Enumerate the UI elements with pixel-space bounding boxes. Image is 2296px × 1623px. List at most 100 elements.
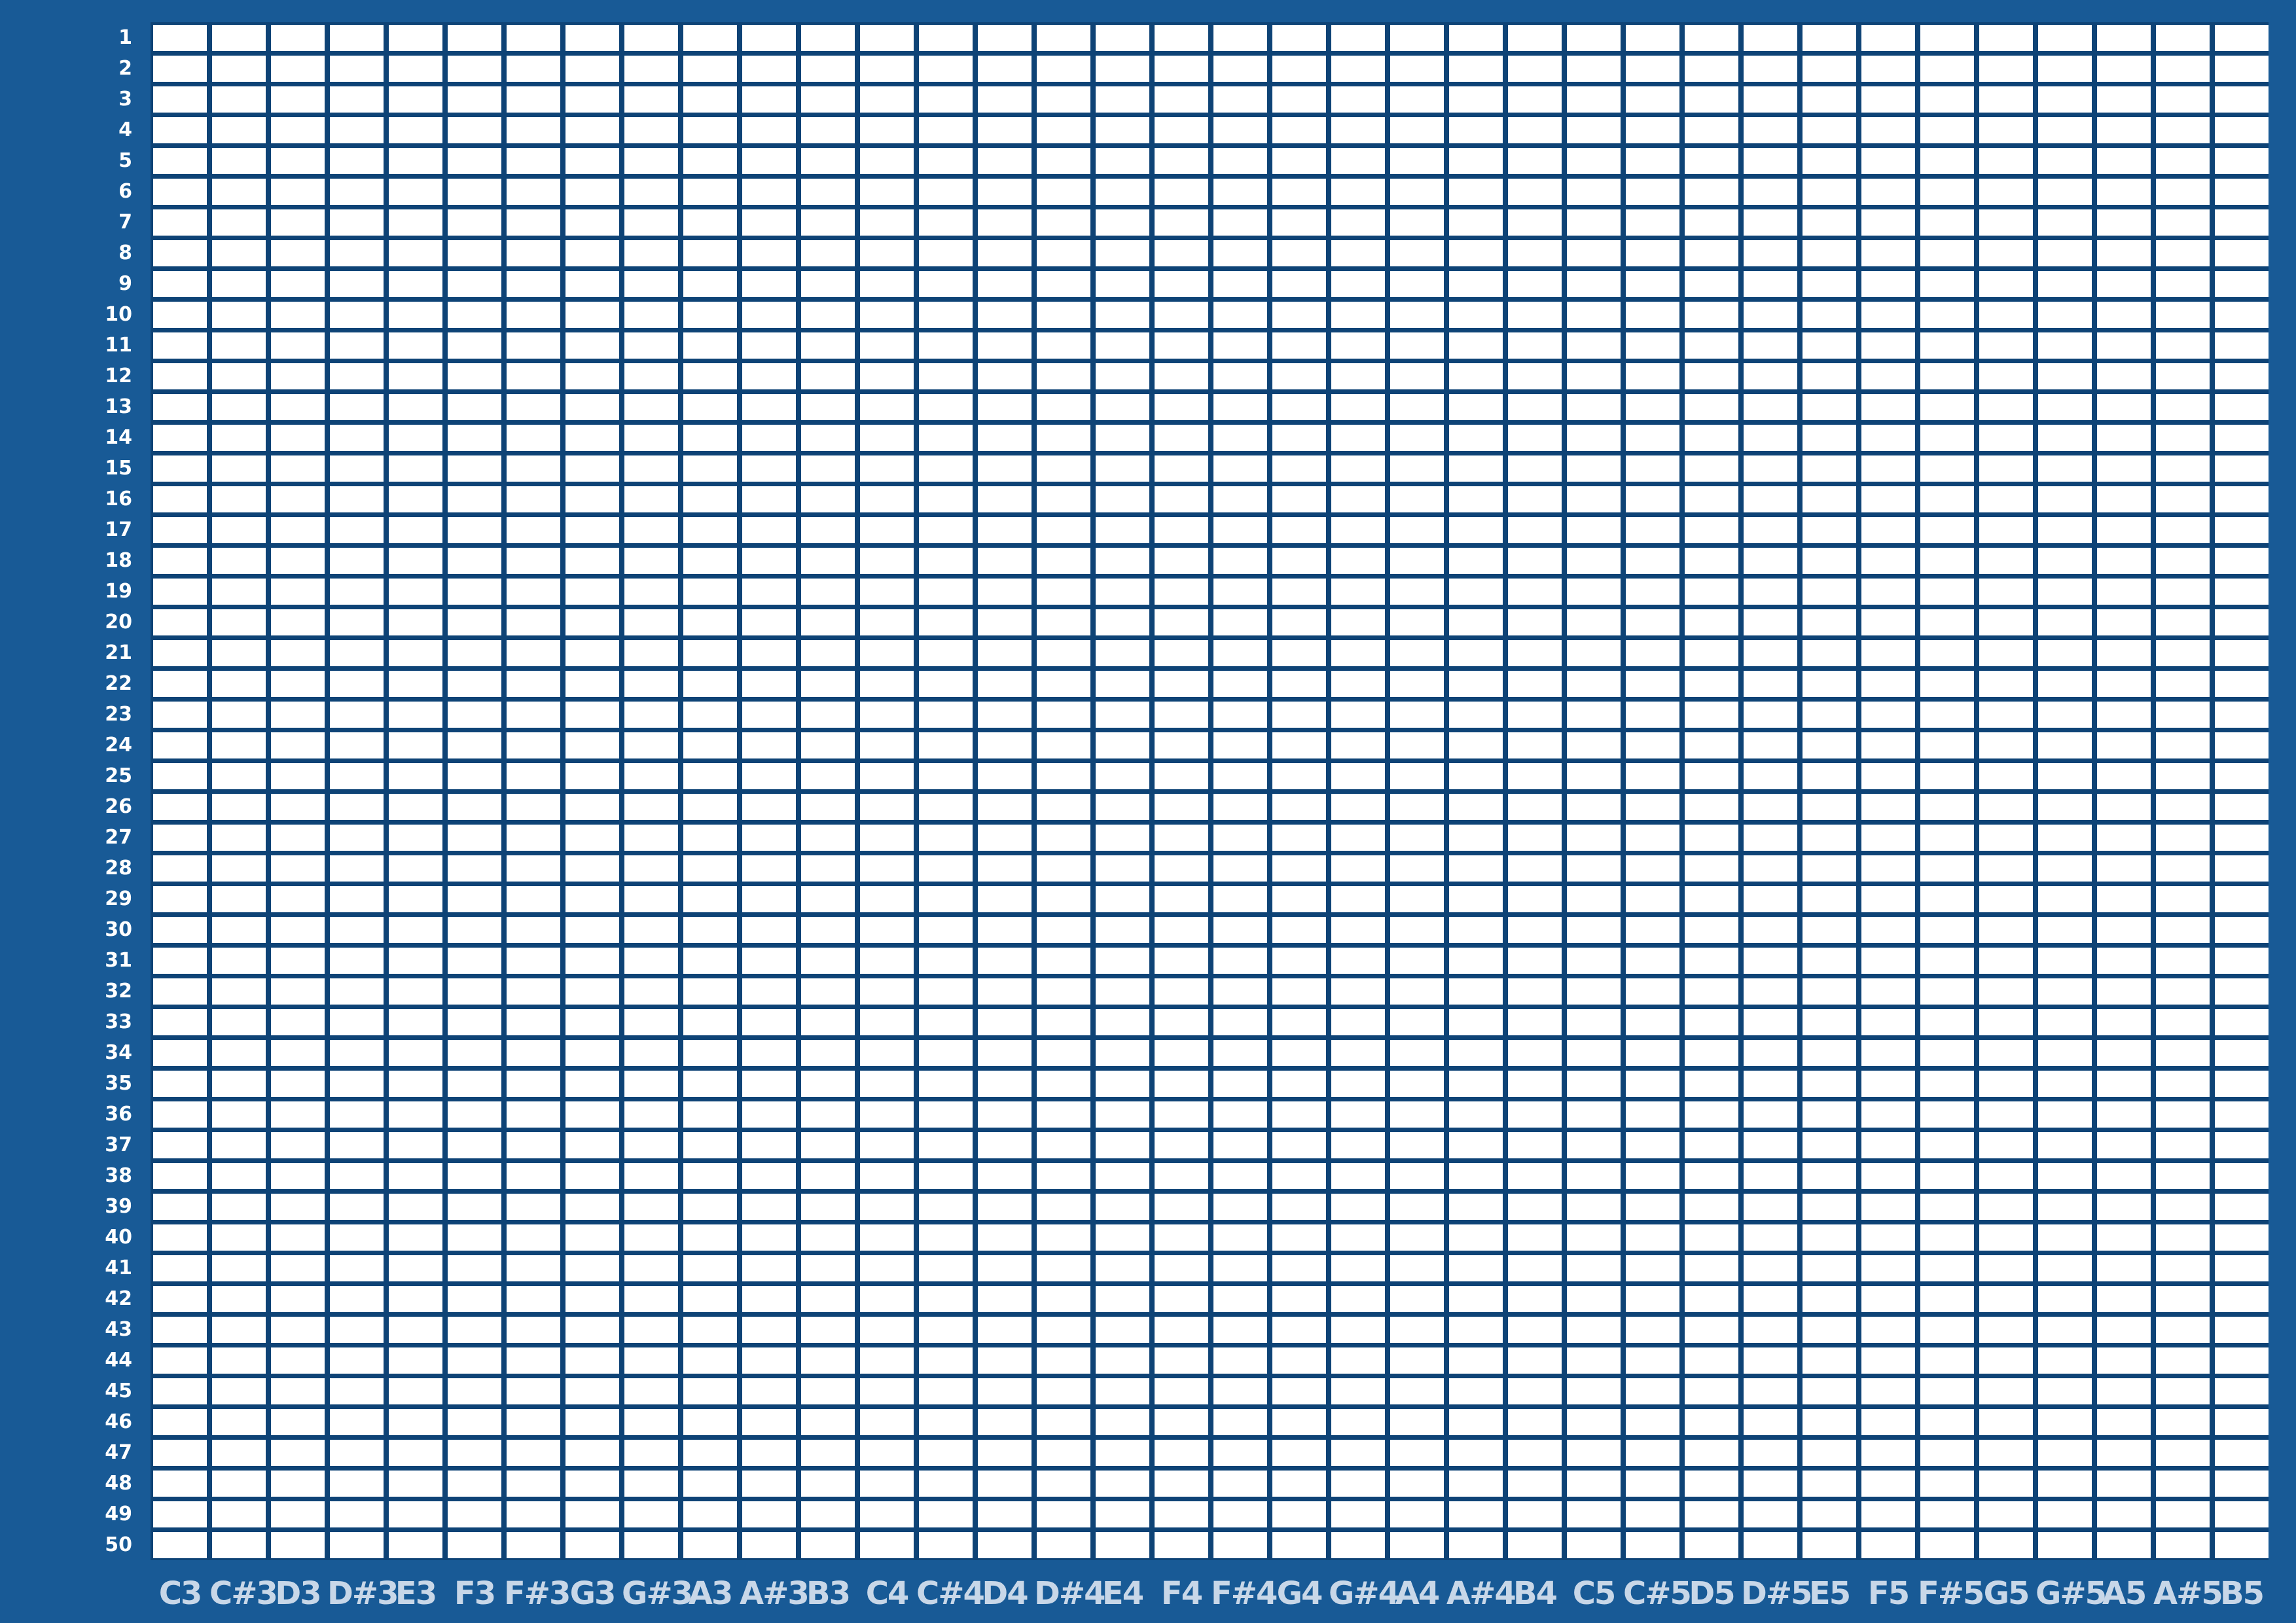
grid-cell xyxy=(1331,394,1385,420)
grid-cell xyxy=(624,271,678,297)
grid-cell xyxy=(1037,1532,1090,1558)
grid-cell xyxy=(507,702,560,728)
grid-cell xyxy=(1626,732,1679,758)
grid-cell xyxy=(919,425,973,451)
grid-cell xyxy=(1331,548,1385,574)
grid-cell xyxy=(2215,1071,2269,1097)
grid-cell xyxy=(1567,1163,1621,1189)
grid-cell xyxy=(2097,1194,2151,1220)
grid-cell xyxy=(2215,332,2269,359)
grid-cell xyxy=(1155,579,1208,605)
row-number-label: 44 xyxy=(105,1349,132,1372)
grid-cell xyxy=(448,1440,501,1466)
grid-cell xyxy=(919,671,973,697)
grid-cell xyxy=(507,1317,560,1343)
grid-cell xyxy=(1803,86,1856,113)
grid-cell xyxy=(1390,978,1444,1005)
note-column-label: C5 xyxy=(1572,1575,1617,1612)
grid-cell xyxy=(2097,825,2151,851)
grid-cell xyxy=(1096,886,1149,912)
grid-cell xyxy=(1390,763,1444,789)
grid-cell xyxy=(271,1101,325,1128)
grid-cell xyxy=(1213,148,1267,174)
grid-cell xyxy=(1155,671,1208,697)
grid-cell xyxy=(1744,1409,1797,1435)
grid-cell xyxy=(978,25,1031,51)
grid-cell xyxy=(1979,363,2033,389)
grid-cell xyxy=(1096,1163,1149,1189)
grid-cell xyxy=(683,86,737,113)
grid-cell xyxy=(2097,332,2151,359)
grid-cell xyxy=(919,1317,973,1343)
grid-cell xyxy=(1390,548,1444,574)
grid-cell xyxy=(624,763,678,789)
grid-cell xyxy=(1685,209,1738,236)
grid-cell xyxy=(507,794,560,820)
grid-cell xyxy=(683,1440,737,1466)
grid-cell xyxy=(683,1532,737,1558)
grid-cell xyxy=(565,486,619,512)
grid-cell xyxy=(271,1040,325,1066)
grid-cell xyxy=(1272,763,1326,789)
grid-cell xyxy=(801,640,855,666)
grid-cell xyxy=(1685,1071,1738,1097)
grid-cell xyxy=(2156,1286,2210,1312)
grid-cell xyxy=(1803,763,1856,789)
grid-cell xyxy=(330,425,384,451)
grid-cell xyxy=(742,1224,796,1251)
grid-cell xyxy=(1096,1101,1149,1128)
grid-cell xyxy=(1213,886,1267,912)
grid-cell xyxy=(1213,179,1267,205)
grid-cell xyxy=(624,548,678,574)
grid-cell xyxy=(1155,394,1208,420)
grid-cell xyxy=(507,1009,560,1035)
grid-cell xyxy=(624,86,678,113)
grid-cell xyxy=(801,1255,855,1281)
grid-cell xyxy=(683,1317,737,1343)
grid-cell xyxy=(1213,86,1267,113)
grid-cell xyxy=(1390,609,1444,635)
grid-cell xyxy=(389,1378,442,1404)
grid-cell xyxy=(1920,209,1974,236)
grid-cell xyxy=(1861,917,1915,943)
grid-cell xyxy=(1508,609,1562,635)
note-column-label: A#5 xyxy=(2153,1575,2223,1612)
grid-cell xyxy=(1744,1194,1797,1220)
grid-cell xyxy=(1272,455,1326,482)
grid-cell xyxy=(153,455,207,482)
grid-cell xyxy=(1685,56,1738,82)
grid-cell xyxy=(1508,1501,1562,1527)
grid-cell xyxy=(683,855,737,882)
grid-cell xyxy=(448,486,501,512)
note-column-label: D5 xyxy=(1689,1575,1735,1612)
grid-cell xyxy=(2038,455,2092,482)
grid-cell xyxy=(1508,1409,1562,1435)
grid-cell xyxy=(860,148,914,174)
grid-cell xyxy=(507,425,560,451)
grid-cell xyxy=(271,1132,325,1158)
grid-cell xyxy=(565,886,619,912)
note-column-label: F#4 xyxy=(1211,1575,1278,1612)
grid-cell xyxy=(1803,1347,1856,1374)
grid-cell xyxy=(2215,1009,2269,1035)
grid-cell xyxy=(1920,579,1974,605)
grid-cell xyxy=(1272,1163,1326,1189)
grid-cell xyxy=(1449,702,1503,728)
grid-cell xyxy=(153,579,207,605)
grid-cell xyxy=(1803,148,1856,174)
grid-cell xyxy=(1508,702,1562,728)
grid-cell xyxy=(1331,1409,1385,1435)
grid-cell xyxy=(448,1255,501,1281)
grid-cell xyxy=(919,117,973,143)
grid-cell xyxy=(448,1409,501,1435)
grid-cell xyxy=(860,1347,914,1374)
grid-cell xyxy=(1331,1040,1385,1066)
grid-cell xyxy=(1037,825,1090,851)
grid-cell xyxy=(2215,948,2269,974)
grid-cell xyxy=(212,886,266,912)
grid-cell xyxy=(1213,948,1267,974)
grid-cell xyxy=(2215,1163,2269,1189)
grid-cell xyxy=(978,886,1031,912)
grid-cell xyxy=(919,394,973,420)
grid-cell xyxy=(1861,1440,1915,1466)
